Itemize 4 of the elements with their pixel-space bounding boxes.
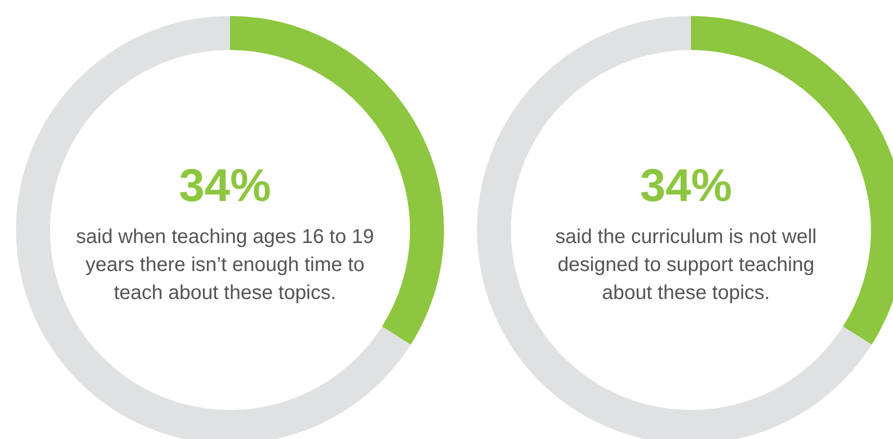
text: said when teaching ages 16 to 19 years there isn’t enough time to teach about these topics. — [75, 225, 375, 306]
data-label: 34% — [178, 158, 272, 213]
text: said the curriculum is not well designed to support teaching about these topics. — [554, 225, 818, 306]
data-label: 34% — [640, 158, 732, 213]
